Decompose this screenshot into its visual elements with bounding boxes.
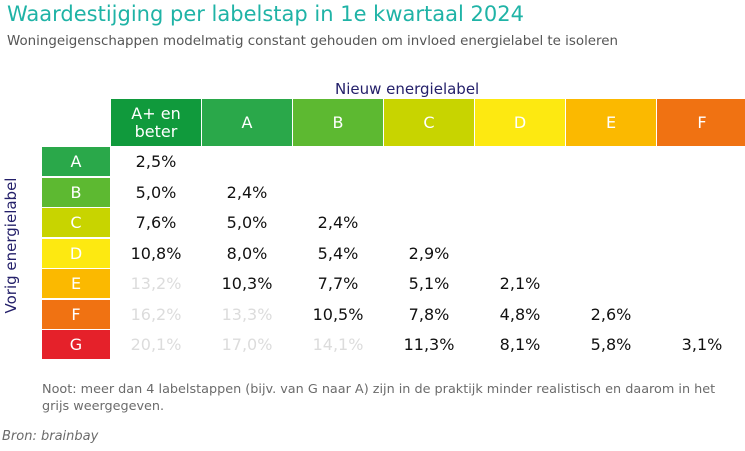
column-header: F [657, 99, 745, 146]
table-cell: 2,4% [317, 213, 359, 232]
table-cell: 7,6% [135, 213, 177, 232]
table-cell: 13,3% [221, 304, 273, 324]
table-cell: 11,3% [403, 335, 455, 354]
table-cell: 17,0% [221, 335, 273, 354]
table-cell: 7,7% [317, 274, 359, 293]
table-cell: 5,8% [590, 335, 632, 354]
table-cell: 20,1% [130, 335, 182, 354]
table-cell: 5,4% [317, 243, 359, 263]
chart-note: Noot: meer dan 4 labelstappen (bijv. van… [42, 382, 716, 414]
row-axis-label: Vorig energielabel [2, 177, 20, 314]
table-cell: 2,1% [499, 274, 541, 293]
row-header: G [42, 330, 110, 359]
table-cell: 3,1% [681, 335, 723, 354]
table-cell: 13,2% [130, 274, 182, 293]
row-header: B [42, 177, 110, 207]
chart-source: Bron: brainbay [2, 429, 99, 444]
table-cell: 10,5% [312, 304, 364, 324]
table-cell: 2,4% [226, 182, 268, 202]
table-cell: 8,0% [226, 243, 268, 263]
row-header: F [42, 299, 110, 329]
table-cell: 4,8% [499, 304, 541, 324]
table-cell: 8,1% [499, 335, 541, 354]
table-cell: 14,1% [312, 335, 364, 354]
table-cell: 2,9% [408, 243, 450, 263]
chart-subtitle: Woningeigenschappen modelmatig constant … [7, 34, 618, 49]
column-header: A+ en beter [111, 99, 201, 146]
column-header: E [566, 99, 656, 146]
column-header: A [202, 99, 292, 146]
row-header: C [42, 208, 110, 237]
row-header: D [42, 238, 110, 268]
table-cell: 2,6% [590, 304, 632, 324]
column-header: C [384, 99, 474, 146]
chart-title: Waardestijging per labelstap in 1e kwart… [7, 2, 524, 26]
table-cell: 10,3% [221, 274, 273, 293]
table-cell: 5,1% [408, 274, 450, 293]
table-cell: 10,8% [130, 243, 182, 263]
table-cell: 7,8% [408, 304, 450, 324]
table-cell: 5,0% [226, 213, 268, 232]
table-cell: 2,5% [135, 152, 177, 171]
column-axis-label: Nieuw energielabel [335, 80, 480, 98]
column-header: B [293, 99, 383, 146]
table-cell: 16,2% [130, 304, 182, 324]
column-header: D [475, 99, 565, 146]
row-header: E [42, 269, 110, 298]
table-cell: 5,0% [135, 182, 177, 202]
row-header: A [42, 147, 110, 176]
